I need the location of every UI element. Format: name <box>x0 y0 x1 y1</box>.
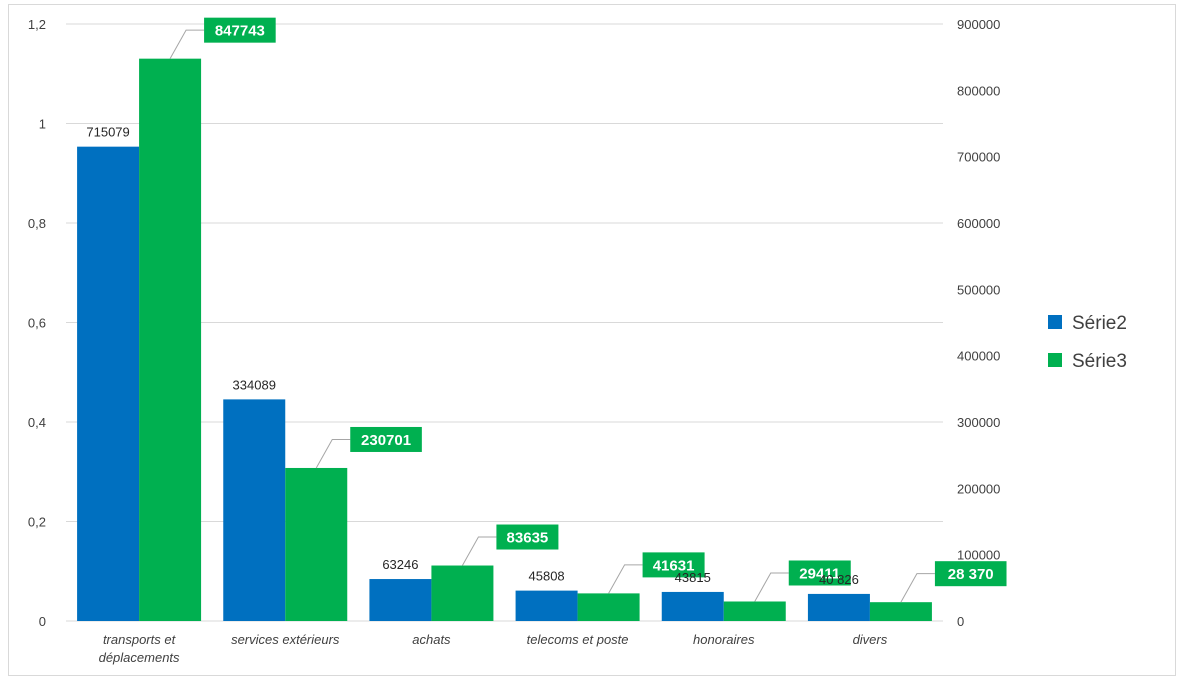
category-axis: transports et déplacements services extéri… <box>99 632 888 665</box>
right-tick-label: 400000 <box>957 349 1000 364</box>
legend-label: Série3 <box>1072 351 1127 372</box>
data-label-serie3: 28 370 <box>948 566 994 583</box>
data-label-serie2: 334089 <box>233 377 276 392</box>
bars <box>77 58 932 622</box>
category-label: telecoms et poste <box>527 632 629 647</box>
data-label-serie2: 63246 <box>382 557 418 572</box>
right-tick-label: 600000 <box>957 216 1000 231</box>
bar-serie3 <box>431 565 494 621</box>
bar-serie3 <box>285 467 348 621</box>
data-label-serie3: 29411 <box>799 565 840 582</box>
data-label-box-serie3 <box>788 560 851 586</box>
bar-serie2 <box>369 579 432 621</box>
data-label-box-serie3 <box>350 426 422 452</box>
right-tick-label: 100000 <box>957 548 1000 563</box>
bar-serie2 <box>515 590 578 621</box>
right-tick-label: 0 <box>957 614 964 629</box>
leader-line <box>461 536 497 566</box>
data-label-box-serie3 <box>642 552 705 578</box>
category-label: honoraires <box>693 632 755 647</box>
gridlines <box>66 23 943 622</box>
legend: Série2 Série3 <box>1048 313 1127 372</box>
left-tick-label: 1,2 <box>28 17 46 32</box>
bar-serie2 <box>77 146 140 622</box>
right-tick-label: 200000 <box>957 481 1000 496</box>
category-label: divers <box>853 632 888 647</box>
left-tick-label: 1 <box>39 117 46 132</box>
leader-line <box>608 564 643 594</box>
leader-line <box>169 29 205 59</box>
right-tick-label: 800000 <box>957 83 1000 98</box>
left-tick-label: 0,8 <box>28 216 46 231</box>
bar-serie3 <box>139 58 202 621</box>
leader-line <box>315 438 351 469</box>
legend-swatch <box>1048 315 1062 329</box>
bar-serie2 <box>807 593 870 621</box>
left-tick-label: 0,4 <box>28 415 46 430</box>
category-label: déplacements <box>99 650 180 665</box>
leader-line <box>754 572 789 602</box>
data-label-box-serie3 <box>204 17 276 43</box>
data-label-serie3: 847743 <box>215 23 265 40</box>
data-labels: 715079 847743 334089 230701 63246 83635 45808 4… <box>86 17 1007 587</box>
right-tick-label: 700000 <box>957 150 1000 165</box>
data-label-serie2: 45808 <box>529 569 565 584</box>
leader-line <box>900 573 935 603</box>
right-axis: 0 100000 200000 300000 400000 500000 600000 700… <box>957 17 1000 629</box>
data-label-box-serie3 <box>496 524 559 550</box>
right-tick-label: 300000 <box>957 415 1000 430</box>
category-label: services extérieurs <box>231 632 340 647</box>
category-label: achats <box>412 632 451 647</box>
leader-lines <box>169 29 935 603</box>
right-tick-label: 500000 <box>957 282 1000 297</box>
bar-serie2 <box>223 399 286 621</box>
category-label: transports et <box>103 632 177 647</box>
data-label-serie2: 715079 <box>86 125 129 140</box>
bar-serie3 <box>577 593 640 621</box>
data-label-serie3: 83635 <box>507 530 549 547</box>
legend-label: Série2 <box>1072 313 1127 334</box>
data-label-serie3: 41631 <box>653 557 695 574</box>
bar-serie2 <box>661 591 724 621</box>
data-label-serie2: 40 826 <box>819 572 859 587</box>
bar-serie3 <box>869 602 932 621</box>
left-tick-label: 0,6 <box>28 316 46 331</box>
data-label-serie2: 43815 <box>675 570 711 585</box>
left-axis: 0 0,2 0,4 0,6 0,8 1 1,2 <box>28 17 46 629</box>
left-tick-label: 0 <box>39 614 46 629</box>
right-tick-label: 900000 <box>957 17 1000 32</box>
data-label-box-serie3 <box>934 561 1007 587</box>
bar-serie3 <box>723 601 786 621</box>
data-label-serie3: 230701 <box>361 432 411 449</box>
legend-swatch <box>1048 353 1062 367</box>
left-tick-label: 0,2 <box>28 515 46 530</box>
